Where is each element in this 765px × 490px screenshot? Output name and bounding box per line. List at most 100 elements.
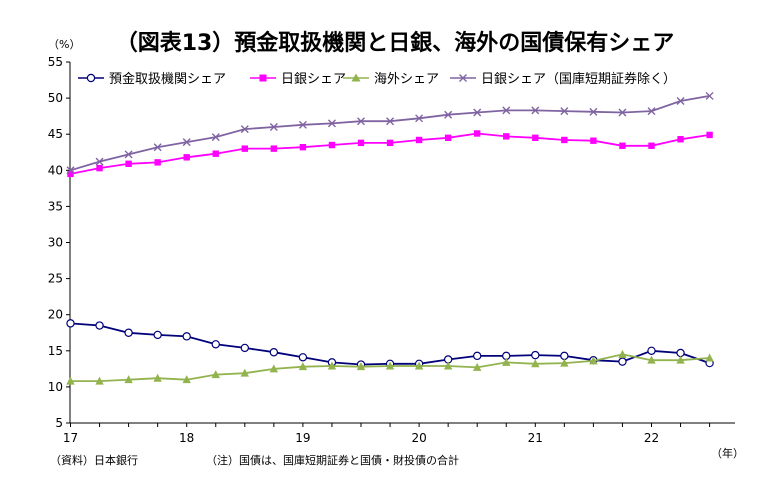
legend-item-boj: 日銀シェア	[250, 72, 346, 87]
x-tick-label: 20	[411, 431, 426, 445]
data-point	[182, 138, 191, 147]
data-point	[153, 143, 162, 152]
data-point	[618, 108, 627, 117]
data-point	[386, 139, 394, 147]
data-point	[182, 332, 191, 341]
data-point	[327, 119, 336, 128]
data-point	[619, 142, 626, 149]
data-point	[124, 150, 133, 159]
data-point	[560, 358, 569, 367]
data-point	[270, 145, 278, 152]
data-point	[67, 170, 74, 178]
y-tick-label: 25	[48, 272, 63, 286]
data-point	[560, 351, 569, 361]
data-point	[153, 373, 162, 382]
data-point	[386, 117, 395, 126]
data-point	[153, 330, 162, 340]
data-point	[154, 159, 161, 166]
y-tick-label: 40	[48, 163, 63, 177]
y-axis-ticks: 55 50 45 40 35 30 25 20 15 10 5	[48, 55, 70, 430]
data-point	[618, 349, 627, 358]
data-point	[327, 361, 337, 370]
data-point	[590, 137, 597, 144]
y-tick-label: 20	[48, 308, 63, 322]
legend-label-overseas: 海外シェア	[374, 72, 439, 87]
data-point	[95, 321, 104, 330]
x-tick-label: 17	[63, 431, 78, 445]
data-point	[414, 361, 424, 370]
data-point	[473, 108, 482, 117]
series-line	[70, 322, 710, 366]
data-point	[298, 120, 307, 129]
data-point	[502, 357, 511, 366]
data-point	[443, 361, 453, 370]
data-point	[648, 142, 655, 149]
data-point	[503, 133, 510, 140]
data-point	[96, 164, 103, 172]
series-line	[70, 95, 710, 172]
legend-item-overseas: 海外シェア	[343, 72, 439, 87]
data-point	[647, 346, 656, 355]
data-point	[356, 362, 366, 371]
data-point	[240, 368, 249, 377]
data-point	[298, 362, 308, 371]
data-point	[415, 114, 424, 123]
data-point	[328, 141, 336, 149]
data-point	[705, 353, 714, 362]
data-point	[474, 130, 481, 137]
legend-item-depository: 預金取扱機関シェア	[78, 71, 226, 87]
legend-label-boj: 日銀シェア	[281, 72, 346, 87]
data-point	[125, 160, 132, 168]
data-point	[561, 136, 568, 144]
data-point	[298, 353, 308, 362]
data-point	[124, 375, 133, 384]
data-point	[183, 154, 190, 161]
data-point	[676, 96, 685, 105]
series-4	[66, 91, 714, 175]
series-line	[70, 132, 710, 175]
data-point	[385, 361, 395, 370]
data-point	[95, 376, 104, 385]
x-axis-unit: （年）	[711, 446, 744, 460]
data-point	[444, 134, 452, 142]
data-point	[182, 375, 191, 384]
data-point	[211, 370, 220, 379]
legend-marker-circle	[86, 73, 96, 83]
footnote: （注）国債は、国庫短期証券と国債・財投債の合計	[206, 453, 459, 467]
data-point	[560, 107, 569, 116]
data-point	[240, 125, 249, 134]
data-point	[647, 355, 656, 364]
x-tick-label: 22	[644, 431, 659, 445]
data-point	[647, 107, 656, 116]
y-axis-unit: （%）	[48, 38, 80, 51]
x-tick-label: 18	[179, 431, 194, 445]
data-point	[618, 357, 627, 366]
series-3	[66, 349, 714, 385]
data-point	[269, 348, 279, 357]
legend-label-depository: 預金取扱機関シェア	[109, 71, 226, 87]
data-point	[589, 356, 598, 365]
data-point	[269, 122, 278, 131]
data-point	[676, 348, 685, 358]
source-note: （資料）日本銀行	[50, 453, 138, 467]
data-point	[531, 350, 540, 360]
data-point	[677, 136, 684, 143]
data-point	[357, 139, 365, 147]
y-tick-label: 50	[48, 91, 63, 105]
legend-marker-triangle	[351, 73, 361, 82]
legend-item-boj-ex-tbills: 日銀シェア（国庫短期証券除く）	[450, 71, 676, 87]
data-point	[211, 340, 220, 349]
data-point	[212, 150, 219, 157]
data-point	[240, 343, 249, 353]
data-point	[502, 106, 511, 115]
y-tick-label: 10	[48, 380, 63, 394]
data-point	[299, 143, 307, 151]
data-point	[124, 328, 133, 337]
data-point	[66, 376, 75, 385]
data-point	[473, 362, 482, 371]
legend: 預金取扱機関シェア 日銀シェア 海外シェア 日銀シェア（国庫短期証券除く）	[78, 71, 676, 87]
data-point	[415, 136, 423, 144]
data-point	[269, 364, 279, 373]
data-point	[66, 166, 75, 175]
